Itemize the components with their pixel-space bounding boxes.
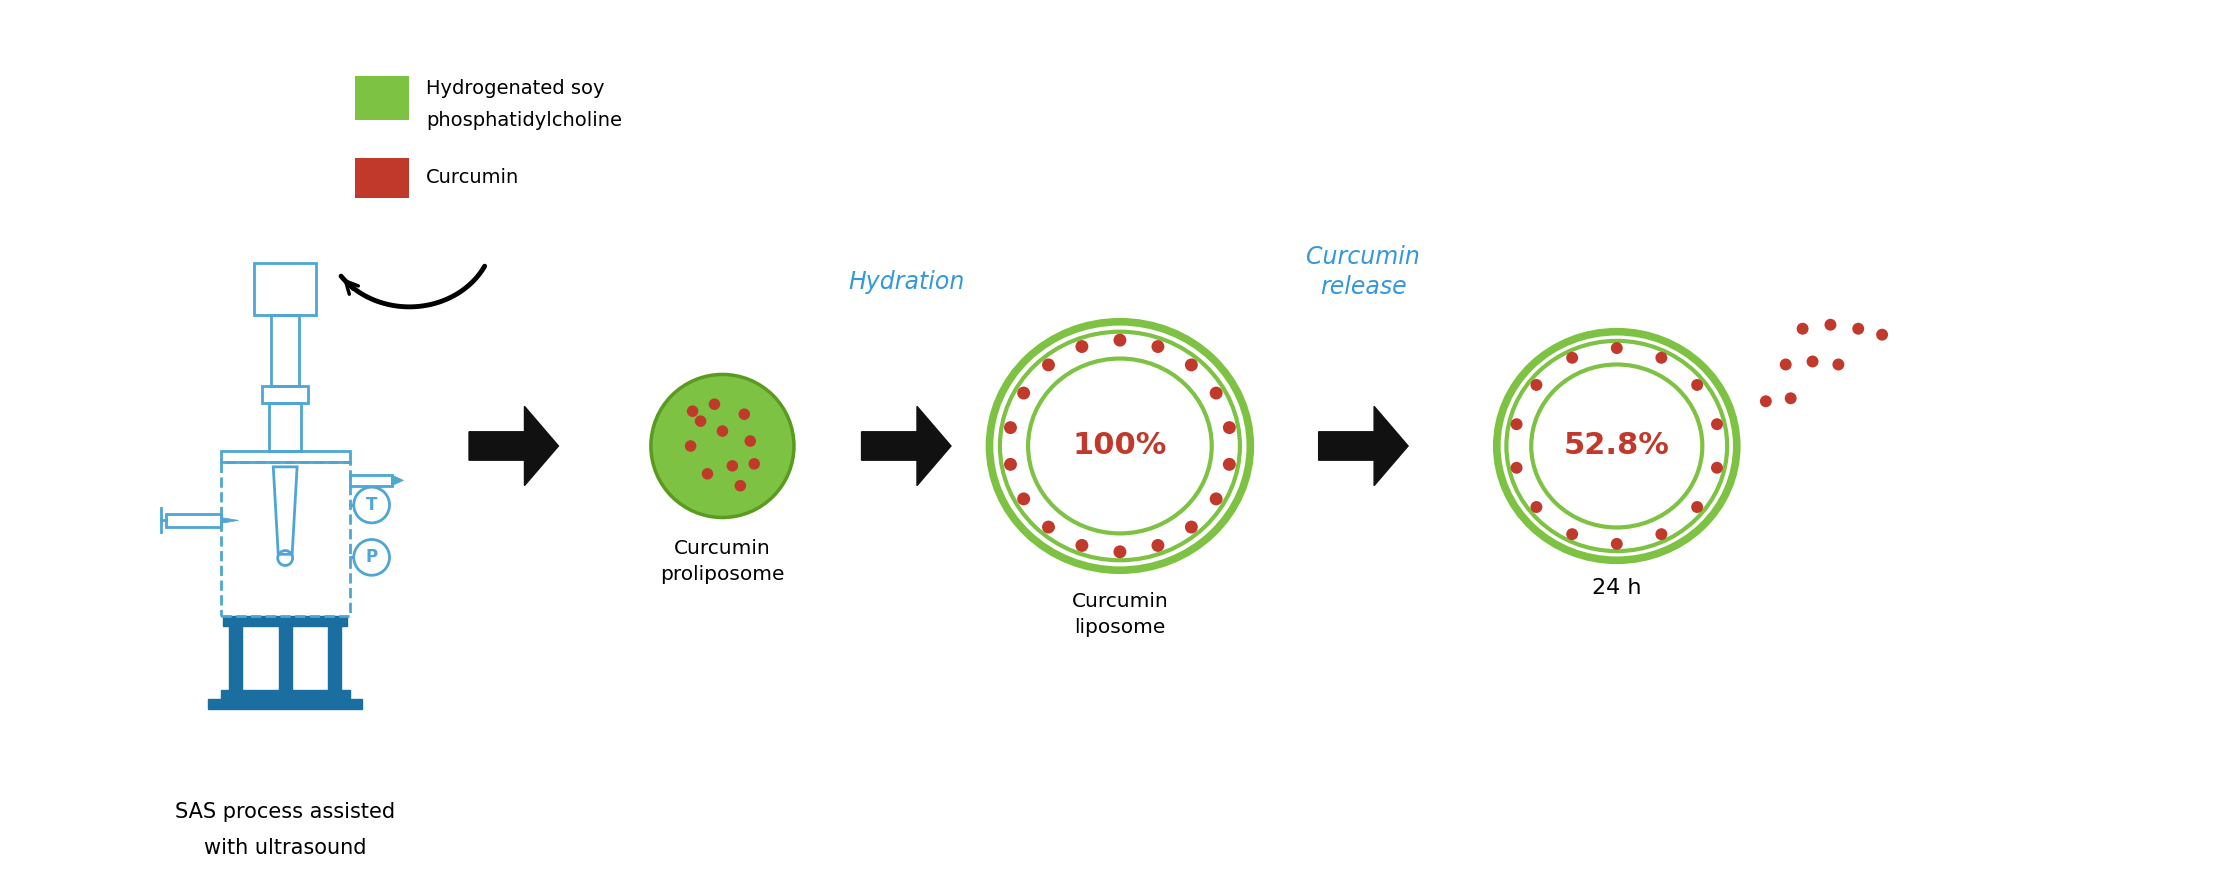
Circle shape: [748, 458, 759, 470]
Text: Curcumin
liposome: Curcumin liposome: [1071, 592, 1168, 637]
FancyBboxPatch shape: [228, 626, 241, 690]
Circle shape: [744, 435, 757, 447]
Circle shape: [1042, 521, 1056, 533]
Circle shape: [1711, 462, 1724, 474]
Circle shape: [1779, 359, 1793, 370]
Polygon shape: [221, 517, 239, 524]
FancyBboxPatch shape: [208, 699, 363, 710]
Circle shape: [1211, 386, 1222, 400]
Circle shape: [1151, 340, 1164, 353]
FancyBboxPatch shape: [354, 158, 409, 198]
FancyBboxPatch shape: [279, 626, 292, 690]
Circle shape: [1018, 386, 1029, 400]
Circle shape: [1832, 359, 1843, 370]
Circle shape: [1224, 421, 1235, 434]
Circle shape: [1611, 342, 1622, 354]
Circle shape: [1184, 359, 1197, 371]
Circle shape: [1042, 359, 1056, 371]
Circle shape: [1005, 458, 1018, 470]
Circle shape: [686, 406, 699, 417]
Circle shape: [1784, 392, 1797, 404]
Circle shape: [1113, 546, 1126, 558]
Text: Hydration: Hydration: [848, 270, 965, 294]
Circle shape: [684, 440, 697, 452]
Circle shape: [1711, 418, 1724, 431]
Circle shape: [1018, 493, 1029, 505]
Text: P: P: [365, 548, 378, 566]
Circle shape: [1531, 379, 1542, 391]
Text: phosphatidylcholine: phosphatidylcholine: [427, 111, 622, 129]
Circle shape: [651, 375, 794, 517]
Text: T: T: [365, 496, 378, 514]
Text: SAS process assisted: SAS process assisted: [175, 802, 396, 821]
Circle shape: [1567, 352, 1578, 364]
Circle shape: [717, 425, 728, 437]
Circle shape: [1511, 418, 1523, 431]
Polygon shape: [1319, 407, 1407, 486]
Circle shape: [1691, 379, 1704, 391]
Circle shape: [1151, 539, 1164, 552]
Circle shape: [708, 399, 719, 410]
Text: 52.8%: 52.8%: [1565, 431, 1671, 461]
Circle shape: [726, 460, 739, 471]
Text: Hydrogenated soy: Hydrogenated soy: [427, 79, 604, 97]
Text: 100%: 100%: [1073, 431, 1166, 461]
Text: 24 h: 24 h: [1591, 579, 1642, 598]
Polygon shape: [861, 407, 952, 486]
Circle shape: [1877, 329, 1888, 340]
Circle shape: [1005, 421, 1018, 434]
Circle shape: [1655, 528, 1666, 540]
Polygon shape: [469, 407, 558, 486]
Circle shape: [739, 408, 750, 420]
Circle shape: [1511, 462, 1523, 474]
Circle shape: [354, 487, 389, 523]
Circle shape: [1852, 323, 1863, 335]
Circle shape: [1567, 528, 1578, 540]
Circle shape: [1797, 323, 1808, 335]
FancyBboxPatch shape: [354, 76, 409, 120]
Circle shape: [1806, 355, 1819, 368]
Circle shape: [1076, 340, 1089, 353]
Circle shape: [1211, 493, 1222, 505]
Circle shape: [1224, 458, 1235, 470]
Circle shape: [1691, 501, 1704, 513]
Circle shape: [702, 468, 713, 479]
Circle shape: [1824, 319, 1837, 330]
Circle shape: [1184, 521, 1197, 533]
Circle shape: [695, 416, 706, 427]
Circle shape: [1655, 352, 1666, 364]
Circle shape: [1531, 501, 1542, 513]
FancyBboxPatch shape: [221, 690, 350, 699]
Text: with ultrasound: with ultrasound: [204, 838, 367, 859]
Circle shape: [735, 480, 746, 492]
Circle shape: [1759, 395, 1773, 408]
Circle shape: [1113, 334, 1126, 346]
Text: Curcumin
proliposome: Curcumin proliposome: [659, 540, 786, 584]
FancyBboxPatch shape: [328, 626, 341, 690]
Text: Curcumin: Curcumin: [427, 168, 520, 187]
Text: Curcumin
release: Curcumin release: [1306, 245, 1421, 299]
FancyBboxPatch shape: [224, 616, 347, 626]
Circle shape: [1611, 538, 1622, 550]
Circle shape: [354, 540, 389, 575]
Polygon shape: [392, 475, 403, 486]
Circle shape: [1076, 539, 1089, 552]
